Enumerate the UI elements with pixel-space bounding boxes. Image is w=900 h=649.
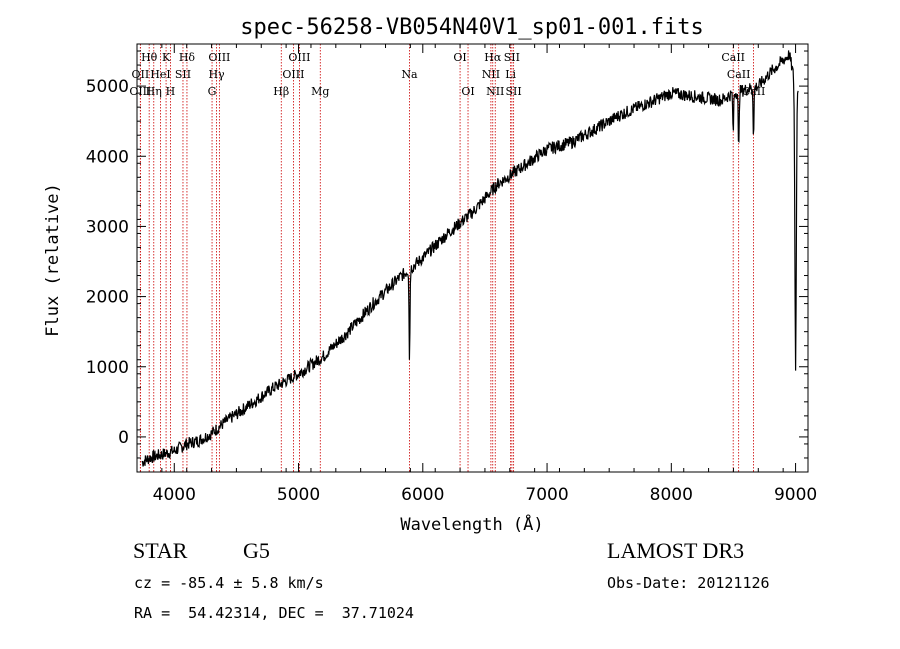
line-label: OII: [131, 68, 149, 81]
line-label: Na: [401, 68, 418, 81]
spectrum-line: [141, 50, 799, 467]
line-label: CaII: [721, 51, 745, 64]
line-label: CaII: [727, 68, 751, 81]
line-label: Hη: [146, 85, 162, 98]
y-axis-ticks: 0 1000 2000 3000 4000 5000: [86, 50, 808, 473]
line-labels: Hθ OII OIII K HeI Hη Hδ SII H OIII Hγ G OIII OIII Hβ Mg…: [129, 51, 765, 98]
y-tick-label: 5000: [86, 77, 129, 97]
y-tick-label: 3000: [86, 217, 129, 237]
x-tick-label: 7000: [525, 485, 568, 505]
x-tick-label: 4000: [153, 485, 196, 505]
y-tick-label: 4000: [86, 147, 129, 167]
plot-frame: [136, 43, 809, 473]
object-class: STAR: [133, 538, 188, 563]
redshift-text: cz = -85.4 ± 5.8 km/s: [134, 574, 324, 592]
line-label: Hθ: [141, 51, 158, 64]
y-tick-label: 0: [118, 428, 129, 448]
line-label: SII: [175, 68, 191, 81]
line-label: Hδ: [179, 51, 196, 64]
x-tick-label: 6000: [401, 485, 444, 505]
line-markers: [139, 44, 754, 472]
line-label: OIII: [282, 68, 304, 81]
line-label: HeI: [150, 68, 170, 81]
line-label: SII: [504, 51, 520, 64]
line-label: H: [166, 85, 176, 98]
y-axis-label: Flux (relative): [43, 183, 63, 337]
line-label: OIII: [208, 51, 230, 64]
line-label: OI: [461, 85, 474, 98]
line-label: CaII: [742, 85, 766, 98]
y-tick-label: 2000: [86, 288, 129, 308]
line-label: OI: [453, 51, 466, 64]
line-label: Hγ: [208, 68, 225, 81]
line-label: K: [162, 51, 171, 64]
line-label: Li: [505, 68, 516, 81]
line-label: Hβ: [273, 85, 289, 98]
object-subclass: G5: [243, 538, 270, 563]
x-axis-ticks: 4000 5000 6000 7000 8000 9000: [136, 44, 817, 505]
line-label: Hα: [484, 51, 502, 64]
chart-title: spec-56258-VB054N40V1_sp01-001.fits: [240, 15, 704, 40]
survey-name: LAMOST DR3: [607, 538, 745, 563]
y-tick-label: 1000: [86, 358, 129, 378]
coordinates-text: RA = 54.42314, DEC = 37.71024: [134, 604, 414, 622]
line-label: OIII: [288, 51, 310, 64]
line-label: NII: [486, 85, 504, 98]
x-tick-label: 5000: [277, 485, 320, 505]
x-tick-label: 9000: [774, 485, 817, 505]
line-label: OIII: [129, 85, 151, 98]
x-tick-label: 8000: [650, 485, 693, 505]
obs-date-text: Obs-Date: 20121126: [607, 574, 770, 592]
line-label: NII: [482, 68, 500, 81]
line-label: G: [208, 85, 217, 98]
line-label: Mg: [311, 85, 329, 98]
line-label: SII: [506, 85, 522, 98]
x-axis-label: Wavelength (Å): [400, 513, 543, 535]
